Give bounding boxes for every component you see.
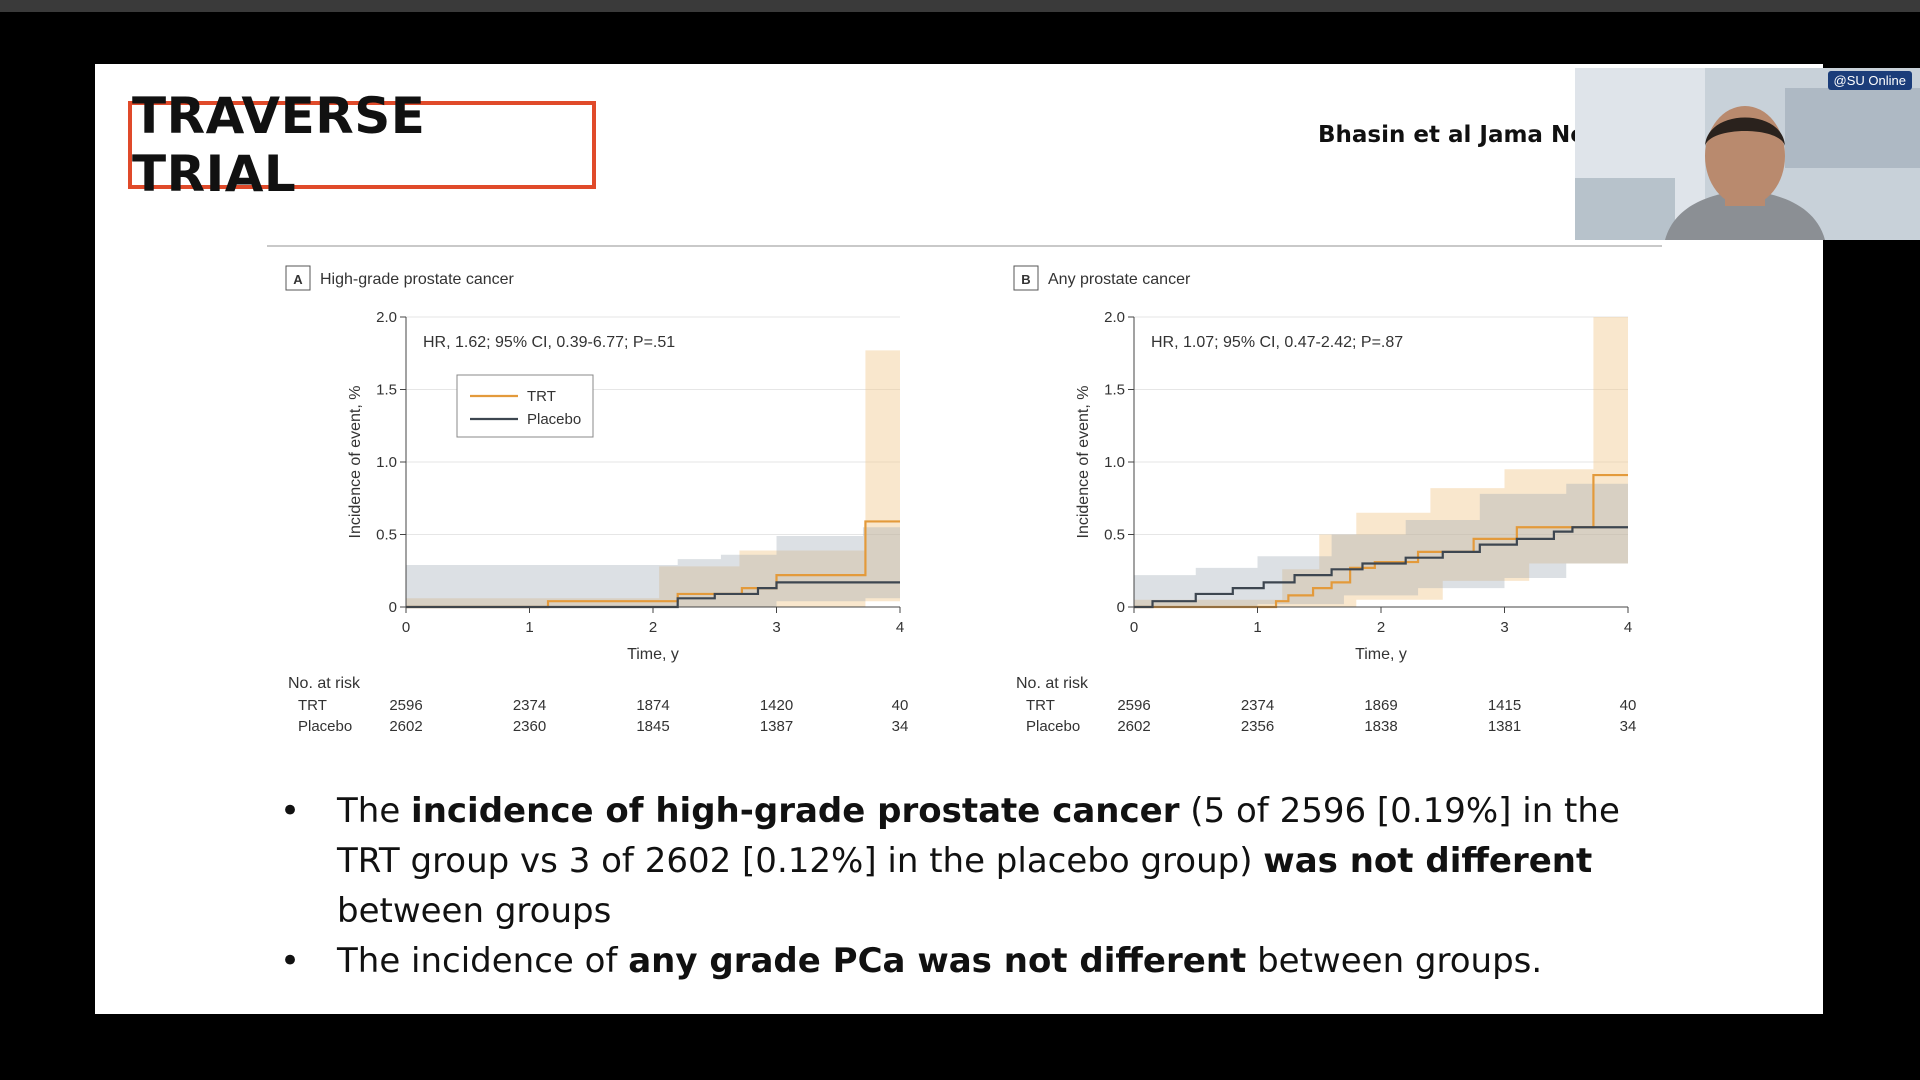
presenter-video xyxy=(1575,68,1920,240)
risk-value: 2596 xyxy=(1117,697,1150,714)
x-axis-label: Time, y xyxy=(1355,646,1407,663)
presentation-slide: TRAVERSE TRIAL Bhasin et al Jama Net A Hi… xyxy=(95,64,1823,1014)
bullet-item: • The incidence of high-grade prostate ca… xyxy=(280,786,1680,936)
panel-letter-box xyxy=(285,265,311,291)
risk-value: 1845 xyxy=(636,718,669,735)
y-tick-label: 2.0 xyxy=(1104,309,1125,326)
ci-band-trt xyxy=(1134,317,1628,607)
bullet-bold-text: any grade PCa was not different xyxy=(628,941,1247,981)
x-tick-label: 2 xyxy=(1377,619,1385,636)
ci-band-placebo xyxy=(1134,483,1628,607)
x-tick-label: 2 xyxy=(649,619,657,636)
x-tick-label: 0 xyxy=(1130,619,1138,636)
risk-value: 1838 xyxy=(1364,718,1397,735)
ci-band-placebo xyxy=(406,527,900,607)
x-tick-label: 3 xyxy=(1500,619,1508,636)
title-box: TRAVERSE TRIAL xyxy=(128,87,596,203)
risk-row-label: TRT xyxy=(298,697,327,714)
y-tick-label: 0.5 xyxy=(376,527,397,544)
risk-value: 2374 xyxy=(1241,697,1274,714)
x-tick-label: 4 xyxy=(896,619,904,636)
y-axis-label: Incidence of event, % xyxy=(347,386,364,539)
bullet-mark: • xyxy=(280,791,301,831)
risk-table-label: No. at risk xyxy=(288,675,361,692)
series-line-placebo xyxy=(1134,526,1628,609)
risk-value: 2602 xyxy=(1117,718,1150,735)
bullet-text: between groups. xyxy=(1246,941,1543,981)
risk-row-label: TRT xyxy=(1026,697,1055,714)
panel-title: Any prostate cancer xyxy=(1048,271,1191,288)
risk-table-label: No. at risk xyxy=(1016,675,1089,692)
risk-value: 1415 xyxy=(1488,697,1521,714)
risk-value: 1381 xyxy=(1488,718,1521,735)
y-tick-label: 0 xyxy=(1117,599,1125,616)
y-tick-label: 1.0 xyxy=(1104,454,1125,471)
risk-value: 2596 xyxy=(389,697,422,714)
legend-label: TRT xyxy=(527,388,556,405)
y-tick-label: 0.5 xyxy=(1104,527,1125,544)
y-tick-label: 0 xyxy=(389,599,397,616)
risk-value: 1874 xyxy=(636,697,669,714)
risk-value: 2374 xyxy=(513,697,546,714)
webcam-badge: @SU Online xyxy=(1827,71,1912,90)
bullet-bold-text: incidence of high-grade prostate cancer xyxy=(411,791,1180,831)
bullet-list: • The incidence of high-grade prostate ca… xyxy=(280,786,1680,986)
y-tick-label: 2.0 xyxy=(376,309,397,326)
panel-title: High-grade prostate cancer xyxy=(320,271,515,288)
hr-annotation: HR, 1.62; 95% CI, 0.39-6.77; P=.51 xyxy=(423,334,675,351)
risk-value: 1387 xyxy=(760,718,793,735)
slide-title: TRAVERSE TRIAL xyxy=(132,87,426,203)
panel-letter: B xyxy=(1021,272,1030,287)
citation: Bhasin et al Jama Net xyxy=(1318,122,1597,148)
risk-value: 2356 xyxy=(1241,718,1274,735)
risk-row-label: Placebo xyxy=(298,718,352,735)
risk-value: 2360 xyxy=(513,718,546,735)
bullet-item: • The incidence of any grade PCa was not … xyxy=(280,936,1680,986)
y-tick-label: 1.5 xyxy=(1104,382,1125,399)
y-tick-label: 1.5 xyxy=(376,382,397,399)
risk-value: 2602 xyxy=(389,718,422,735)
y-tick-label: 1.0 xyxy=(376,454,397,471)
x-tick-label: 1 xyxy=(525,619,533,636)
webcam-feed: @SU Online xyxy=(1575,68,1920,240)
risk-value: 40 xyxy=(892,697,909,714)
bullet-text: The incidence of xyxy=(337,941,629,981)
bullet-text: between groups xyxy=(337,891,612,931)
x-tick-label: 4 xyxy=(1624,619,1632,636)
risk-value: 1420 xyxy=(760,697,793,714)
risk-value: 40 xyxy=(1620,697,1637,714)
y-axis-label: Incidence of event, % xyxy=(1075,386,1092,539)
legend-box xyxy=(456,374,594,438)
risk-value: 34 xyxy=(1620,718,1637,735)
risk-value: 1869 xyxy=(1364,697,1397,714)
x-tick-label: 1 xyxy=(1253,619,1261,636)
risk-value: 34 xyxy=(892,718,909,735)
kaplan-meier-figure: A High-grade prostate cancer 0 0.5 1.0 1.5 2.0… xyxy=(285,265,1637,735)
bullet-bold-text: was not different xyxy=(1263,841,1593,881)
x-tick-label: 0 xyxy=(402,619,410,636)
legend-label: Placebo xyxy=(527,411,581,428)
hr-annotation: HR, 1.07; 95% CI, 0.47-2.42; P=.87 xyxy=(1151,334,1403,351)
x-tick-label: 3 xyxy=(772,619,780,636)
bullet-text: The xyxy=(337,791,412,831)
divider xyxy=(267,245,1662,247)
bullet-mark: • xyxy=(280,941,301,981)
panel-letter-box xyxy=(1013,265,1039,291)
x-axis-label: Time, y xyxy=(627,646,679,663)
risk-row-label: Placebo xyxy=(1026,718,1080,735)
bullet-text: (5 of 2596 [0.19%] in the TRT group vs 3… xyxy=(337,791,1620,881)
top-bar xyxy=(0,0,1920,12)
panel-letter: A xyxy=(293,272,303,287)
